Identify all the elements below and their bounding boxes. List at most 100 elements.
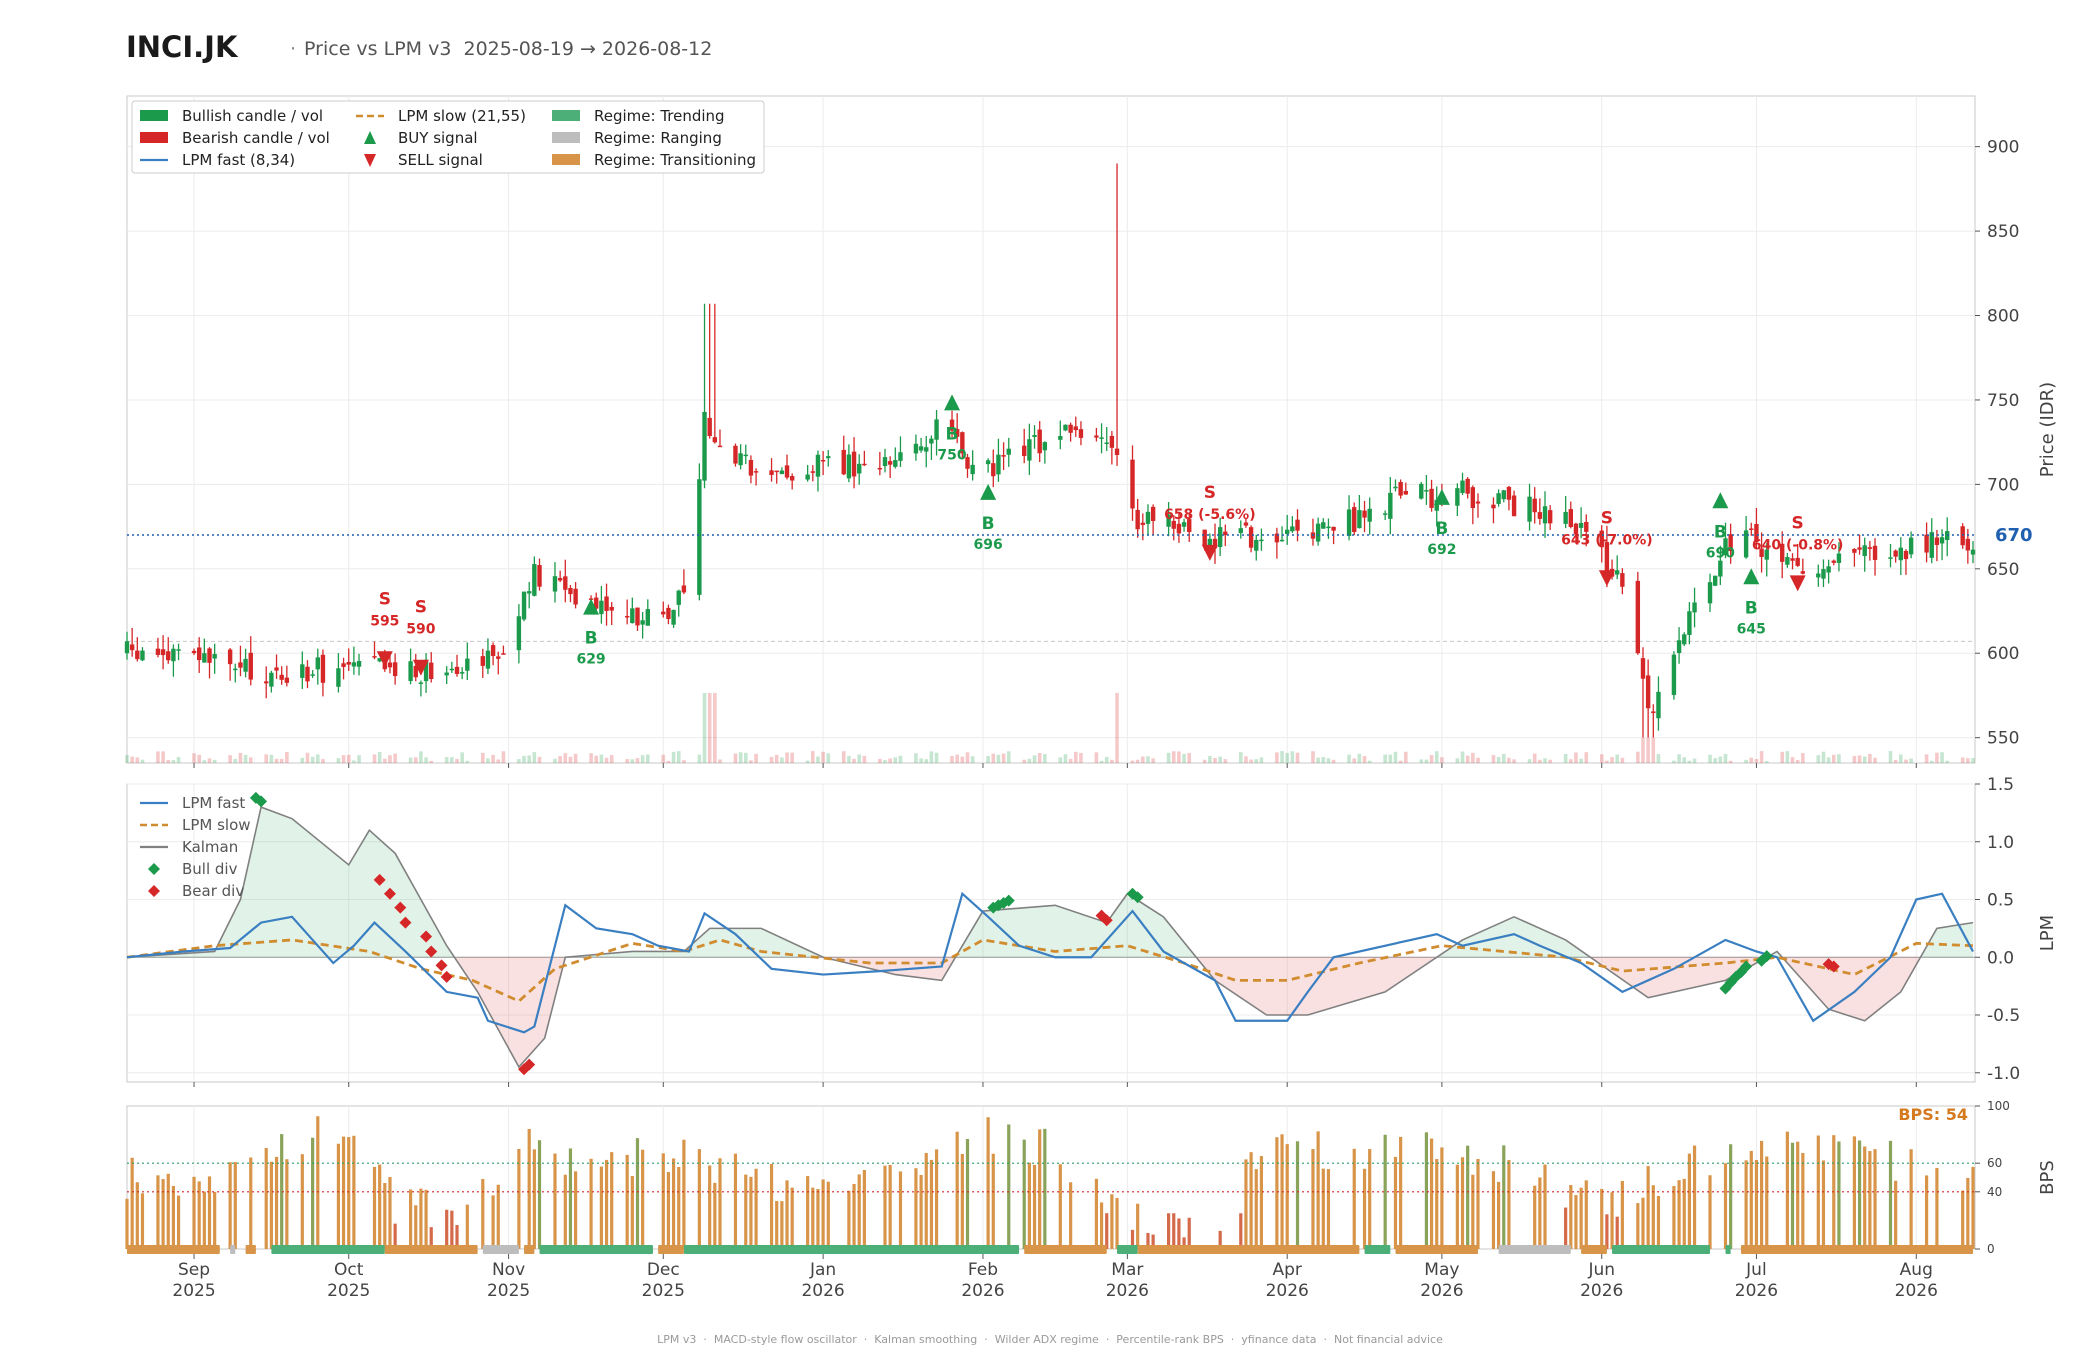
buy-signal-marker-2 (583, 598, 600, 615)
sell-signal-price-0: 595 (370, 613, 399, 629)
price-legend-swatch-6 (552, 110, 580, 121)
volume-bar-154 (1238, 752, 1243, 763)
regime-trending-3 (271, 1245, 385, 1254)
bps-bar-170 (1352, 1148, 1356, 1249)
price-legend-label-8: Regime: Transitioning (594, 151, 756, 169)
bps-bar-57 (532, 1149, 536, 1249)
buy-signal-price-6: 692 (1427, 542, 1456, 558)
buy-signal-letter-4: B (982, 514, 995, 534)
volume-bar-232 (1795, 760, 1800, 763)
candle-body-100 (846, 454, 852, 479)
bps-bar-10 (197, 1181, 201, 1249)
volume-bar-206 (1610, 757, 1614, 763)
candle-body-245 (1893, 550, 1898, 557)
bps-bar-12 (207, 1176, 212, 1249)
candle-body-222 (1723, 538, 1728, 556)
bps-bar-224 (1744, 1160, 1748, 1249)
bps-bar-34 (372, 1166, 377, 1249)
bps-bar-199 (1564, 1207, 1568, 1249)
bps-bar-31 (347, 1137, 351, 1249)
volume-bar-25 (305, 752, 310, 763)
bps-bar-182 (1435, 1159, 1439, 1249)
bps-bar-228 (1765, 1156, 1769, 1249)
bear-div-marker-1-4 (420, 930, 433, 943)
bps-bar-138 (1115, 1198, 1119, 1249)
candle-body-193 (1511, 495, 1517, 517)
volume-bar-131 (1068, 758, 1073, 763)
price-legend-swatch-5 (364, 154, 376, 167)
regime-trending-11 (1117, 1245, 1138, 1254)
subtitle-separator: · (290, 38, 297, 60)
candle-body-207 (1615, 570, 1620, 575)
volume-bar-142 (1146, 756, 1150, 763)
price-legend-label-2: LPM fast (8,34) (182, 151, 295, 169)
candle-body-177 (1398, 482, 1403, 496)
volume-bar-27 (315, 754, 320, 763)
bear-div-marker-1-2 (394, 901, 407, 914)
volume-bar-101 (852, 758, 856, 763)
bps-bar-88 (754, 1168, 758, 1249)
price-ytick-label-7: 900 (1987, 138, 2019, 158)
volume-bar-23 (285, 751, 289, 763)
bps-bar-75 (666, 1171, 671, 1249)
volume-bar-81 (707, 693, 712, 763)
volume-bar-161 (1285, 752, 1289, 763)
candle-body-79 (697, 479, 702, 595)
bps-bar-81 (708, 1165, 712, 1249)
volume-bar-238 (1837, 754, 1841, 763)
price-ytick-label-1: 600 (1987, 644, 2019, 664)
bps-bar-76 (671, 1158, 676, 1249)
bps-bar-167 (1326, 1169, 1331, 1249)
candle-body-29 (336, 668, 341, 687)
bps-bar-211 (1646, 1166, 1650, 1249)
bps-bar-241 (1863, 1146, 1867, 1249)
bps-bar-139 (1130, 1229, 1135, 1249)
volume-bar-48 (465, 760, 470, 763)
bps-bar-35 (378, 1164, 382, 1249)
price-legend-swatch-0 (140, 110, 168, 121)
bps-bar-245 (1894, 1180, 1898, 1249)
volume-bar-254 (1960, 757, 1965, 763)
candle-body-49 (480, 656, 485, 666)
bps-bar-125 (1027, 1162, 1031, 1249)
buy-signal-price-3: 750 (937, 447, 966, 463)
candle-body-6 (166, 651, 171, 661)
xtick-year-1: 2025 (327, 1281, 370, 1301)
candle-body-50 (485, 650, 491, 669)
x-axis: Sep2025Oct2025Nov2025Dec2025Jan2026Feb20… (172, 763, 1938, 1301)
bps-bar-204 (1600, 1188, 1604, 1249)
bps-bar-116 (960, 1153, 964, 1249)
candle-body-39 (408, 661, 413, 682)
candle-body-145 (1171, 520, 1176, 529)
candle-body-26 (310, 674, 315, 676)
volume-bar-133 (1079, 753, 1083, 763)
bps-bar-71 (635, 1138, 640, 1249)
xtick-month-9: Jun (1587, 1260, 1615, 1280)
buy-signal-marker-9 (1743, 568, 1760, 585)
bps-bar-255 (1966, 1177, 1970, 1249)
lpm-slow-line (126, 938, 1974, 1003)
candle-body-239 (1852, 548, 1857, 553)
candle-body-27 (315, 657, 320, 670)
candle-body-233 (1800, 571, 1806, 574)
volume-bar-83 (718, 759, 722, 763)
candle-body-74 (661, 611, 666, 615)
volume-bar-177 (1398, 760, 1403, 763)
kalman-line (126, 806, 1974, 1069)
bps-bar-109 (914, 1168, 918, 1249)
volume-bar-90 (774, 754, 779, 763)
bps-bar-106 (888, 1164, 892, 1249)
volume-bar-2 (135, 757, 140, 763)
volume-bar-181 (1429, 754, 1434, 763)
bps-bar-42 (424, 1189, 428, 1249)
candle-body-44 (444, 672, 449, 676)
candle-body-231 (1790, 558, 1795, 561)
sell-signal-marker-10 (1789, 575, 1806, 592)
volume-bar-249 (1924, 754, 1929, 763)
sell-signal-price-7: 643 (-7.0%) (1561, 532, 1653, 548)
bps-bar-92 (785, 1180, 789, 1249)
volume-bar-213 (1656, 754, 1661, 763)
volume-bar-26 (310, 756, 315, 763)
volume-bar-152 (1218, 756, 1222, 763)
sell-signal-letter-1: S (415, 598, 427, 618)
